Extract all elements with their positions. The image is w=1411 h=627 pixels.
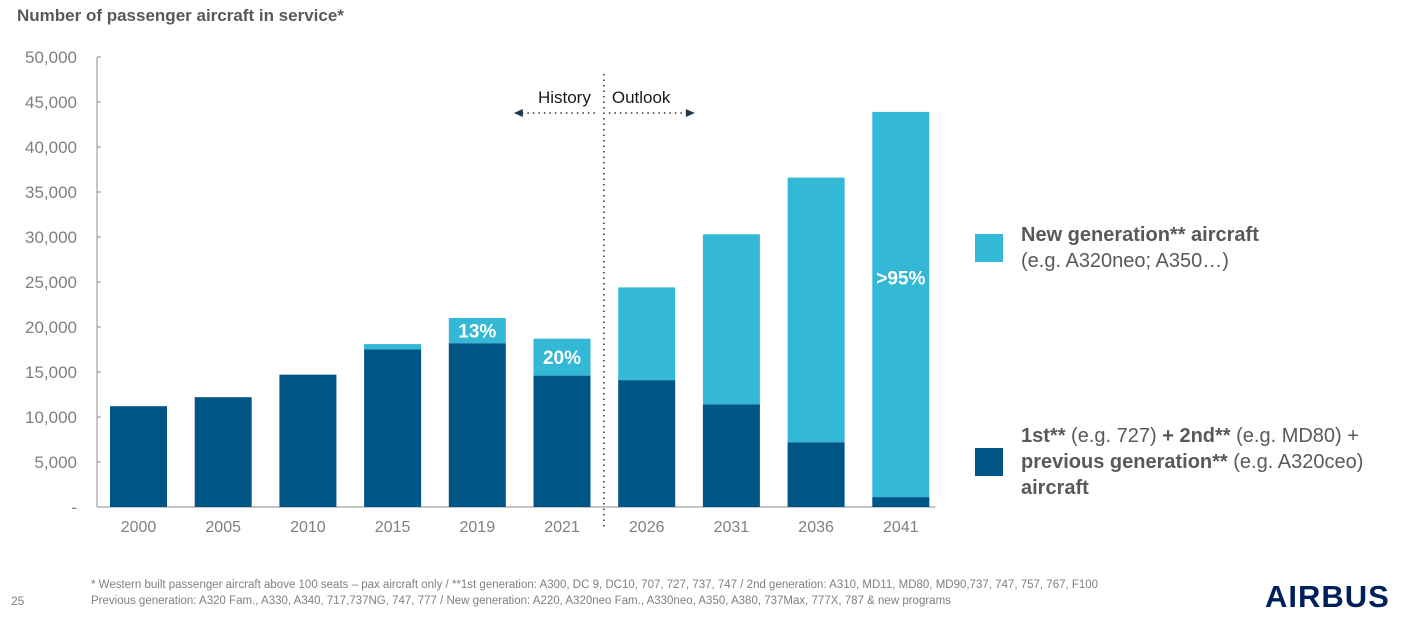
footnote-line-2: Previous generation: A320 Fam., A330, A3… xyxy=(91,595,951,607)
data-label-2021: 20% xyxy=(543,348,581,369)
bar-2041-series-0 xyxy=(872,497,930,507)
footnote: * Western built passenger aircraft above… xyxy=(91,577,1098,609)
legend-bold-previous: previous generation** xyxy=(1021,451,1228,473)
data-label-2041: >95% xyxy=(876,269,925,290)
bar-2010-series-0 xyxy=(279,374,337,507)
bar-2021-series-0 xyxy=(533,375,591,507)
legend-item-new-generation: New generation** aircraft (e.g. A320neo;… xyxy=(975,222,1259,274)
legend-swatch-previous-generation xyxy=(975,448,1003,476)
history-outlook-annotation: History Outlook xyxy=(513,74,695,530)
bar-2041-series-1 xyxy=(872,111,930,498)
legend-label-new-generation: New generation** aircraft xyxy=(1021,224,1259,246)
arrow-left-icon xyxy=(513,109,523,117)
y-axis: - 5,000 10,000 15,000 20,000 25,000 30,000 35,0… xyxy=(25,48,101,517)
page-number: 25 xyxy=(11,594,25,608)
chart-title: Number of passenger aircraft in service* xyxy=(17,6,344,25)
bar-2019-series-0 xyxy=(448,343,506,507)
bar-2026-series-1 xyxy=(618,287,676,381)
y-tick-label: 40,000 xyxy=(25,138,77,157)
legend-swatch-new-generation xyxy=(975,234,1003,262)
y-tick-label: 20,000 xyxy=(25,318,77,337)
y-tick-label: 25,000 xyxy=(25,273,77,292)
y-tick-label: 45,000 xyxy=(25,93,77,112)
x-axis: 2000 2005 2010 2015 2019 2021 2026 2031 2036 2041 xyxy=(97,506,936,536)
data-label-2019: 13% xyxy=(458,322,496,343)
bar-2031-series-0 xyxy=(702,404,760,507)
bar-2031-series-1 xyxy=(702,234,760,405)
x-tick-label: 2005 xyxy=(205,519,241,536)
legend-text-previous: (e.g. A320ceo) xyxy=(1227,451,1364,473)
bar-2000-series-0 xyxy=(110,406,167,507)
x-tick-label: 2021 xyxy=(544,519,580,536)
legend-sub-new-generation: (e.g. A320neo; A350…) xyxy=(1021,250,1229,272)
bar-chart: - 5,000 10,000 15,000 20,000 25,000 30,000 35,0… xyxy=(25,48,936,536)
legend-text-1st: (e.g. 727) xyxy=(1065,425,1163,447)
y-tick-label: 30,000 xyxy=(25,228,77,247)
legend-bold-aircraft: aircraft xyxy=(1021,477,1089,499)
x-tick-label: 2031 xyxy=(714,519,750,536)
airbus-logo: AIRBUS xyxy=(1265,579,1390,614)
legend-item-previous-generation: 1st** (e.g. 727) + 2nd** (e.g. MD80) + p… xyxy=(975,423,1363,501)
x-tick-label: 2026 xyxy=(629,519,665,536)
y-tick-label: 50,000 xyxy=(25,48,77,67)
x-tick-label: 2000 xyxy=(121,519,157,536)
legend-bold-2nd: + 2nd** xyxy=(1162,425,1231,447)
bar-2036-series-0 xyxy=(787,442,845,507)
arrow-right-icon xyxy=(685,109,695,117)
y-tick-label: 10,000 xyxy=(25,408,77,427)
bars xyxy=(110,111,930,507)
y-tick-label: 5,000 xyxy=(34,453,77,472)
legend-bold-1st: 1st** xyxy=(1021,425,1066,447)
bar-2021-series-1 xyxy=(533,338,591,376)
y-tick-label: 15,000 xyxy=(25,363,77,382)
bar-2036-series-1 xyxy=(787,177,845,443)
x-tick-label: 2036 xyxy=(798,519,834,536)
bar-2005-series-0 xyxy=(194,397,252,507)
outlook-label: Outlook xyxy=(612,88,671,107)
x-tick-label: 2019 xyxy=(460,519,496,536)
footnote-line-1: * Western built passenger aircraft above… xyxy=(91,579,1099,591)
legend-text-2nd: (e.g. MD80) + xyxy=(1230,425,1359,447)
y-tick-label: 35,000 xyxy=(25,183,77,202)
y-tick-label: - xyxy=(71,498,77,517)
bar-2015-series-0 xyxy=(364,349,422,507)
x-tick-label: 2041 xyxy=(883,519,919,536)
bar-2015-series-1 xyxy=(364,344,422,350)
bar-2026-series-0 xyxy=(618,380,676,507)
x-tick-label: 2015 xyxy=(375,519,411,536)
history-label: History xyxy=(538,88,591,107)
data-labels: 13% 20% >95% xyxy=(458,269,925,370)
x-tick-label: 2010 xyxy=(290,519,326,536)
bar-2019-series-1 xyxy=(448,318,506,344)
